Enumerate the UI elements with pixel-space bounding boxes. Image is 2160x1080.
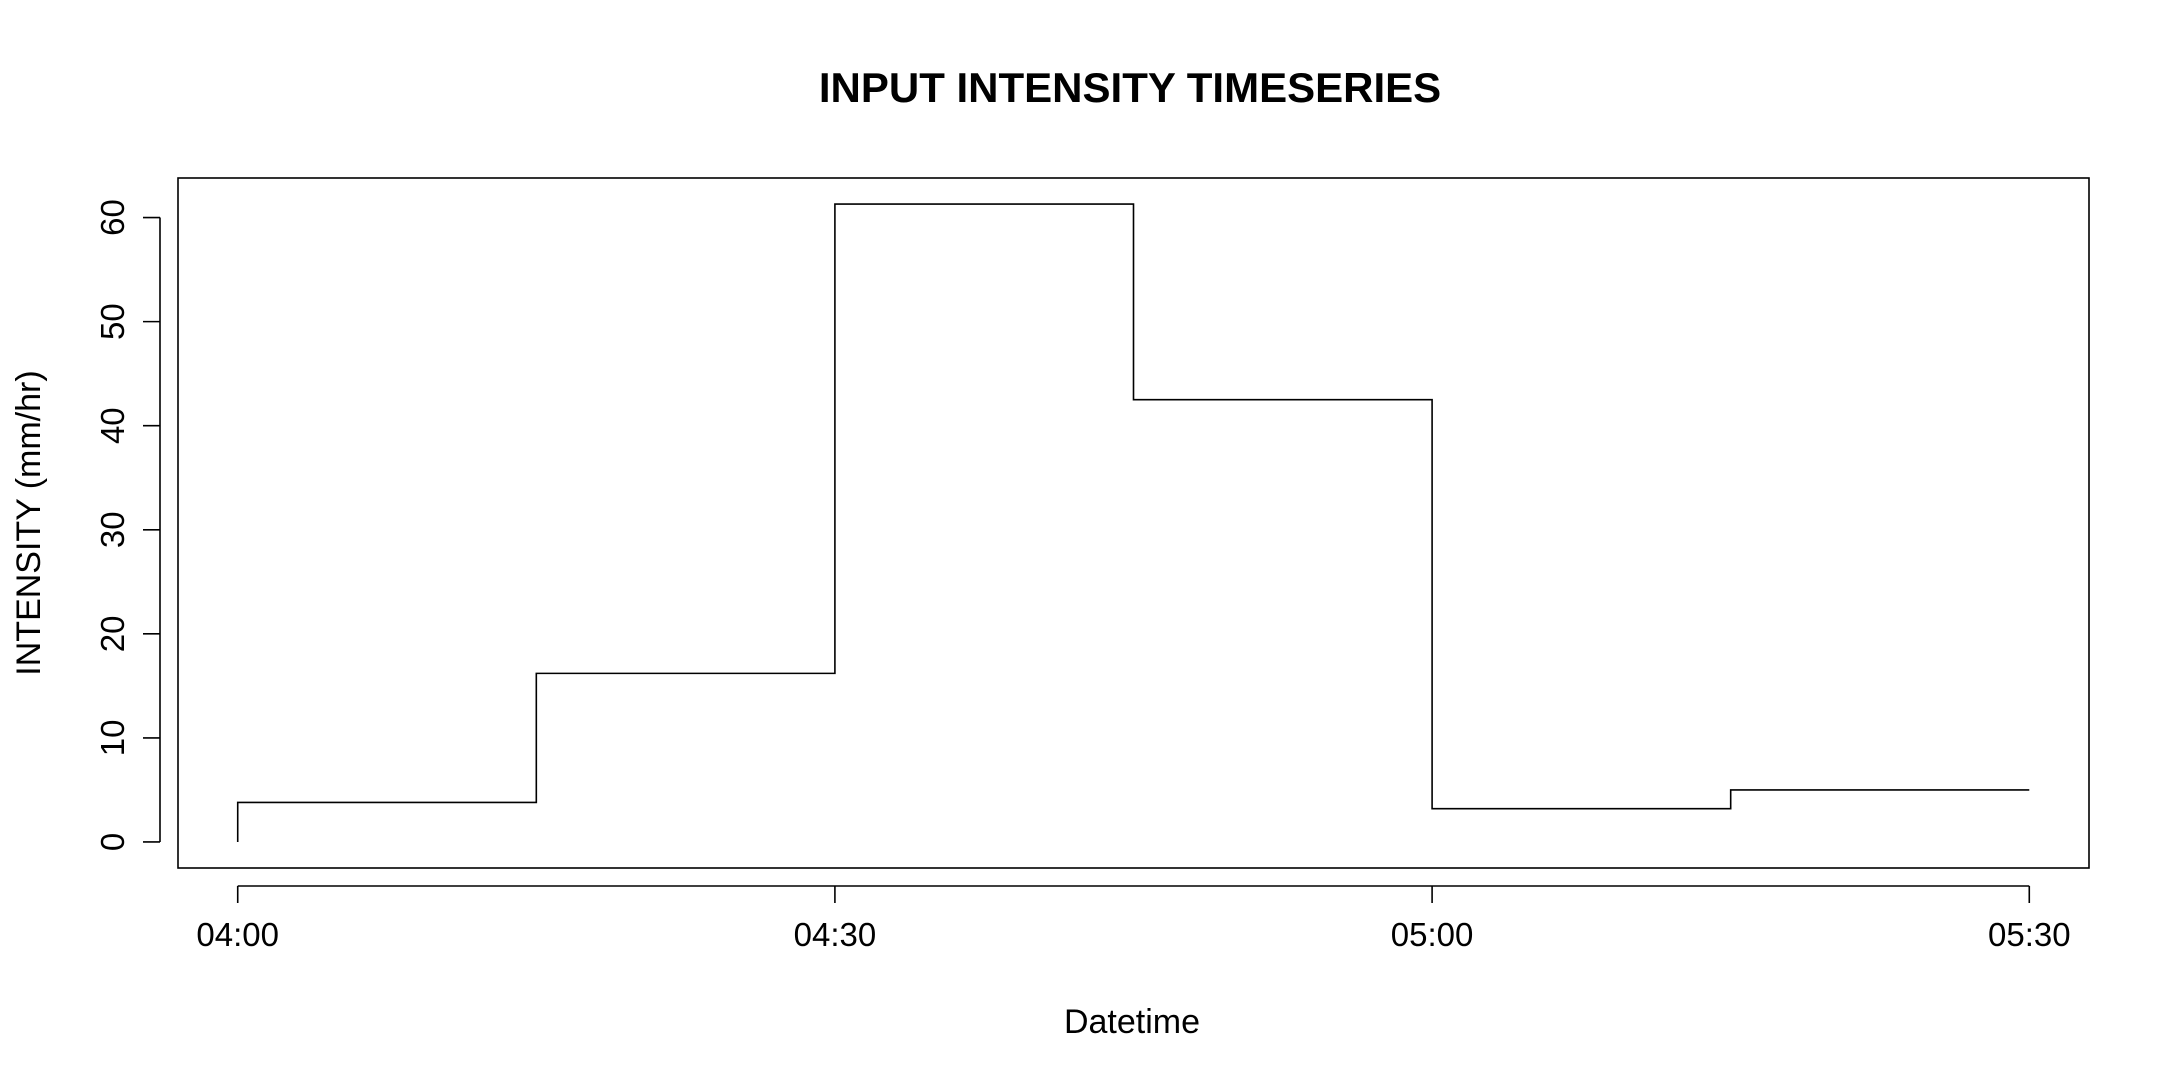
y-axis: 0 10 20 30 40 50 60	[94, 199, 161, 851]
x-axis: 04:00 04:30 05:00 05:30	[196, 885, 2071, 953]
x-tick-label: 04:30	[794, 916, 877, 953]
y-tick-label: 10	[94, 720, 131, 757]
x-tick-label: 05:30	[1988, 916, 2071, 953]
x-axis-label: Datetime	[1064, 1003, 1200, 1041]
x-tick-label: 05:00	[1391, 916, 1474, 953]
y-tick-label: 30	[94, 511, 131, 548]
y-tick-label: 40	[94, 407, 131, 444]
y-tick-label: 60	[94, 199, 131, 236]
series-layer	[236, 203, 2030, 842]
x-tick-label: 04:00	[196, 916, 279, 953]
plot-frame	[177, 177, 2090, 869]
y-axis-label: INTENSITY (mm/hr)	[10, 370, 48, 675]
chart-title: INPUT INTENSITY TIMESERIES	[819, 64, 1441, 111]
intensity-step-line	[236, 203, 2030, 842]
y-tick-label: 20	[94, 615, 131, 652]
y-tick-label: 0	[94, 833, 131, 851]
y-tick-label: 50	[94, 303, 131, 340]
